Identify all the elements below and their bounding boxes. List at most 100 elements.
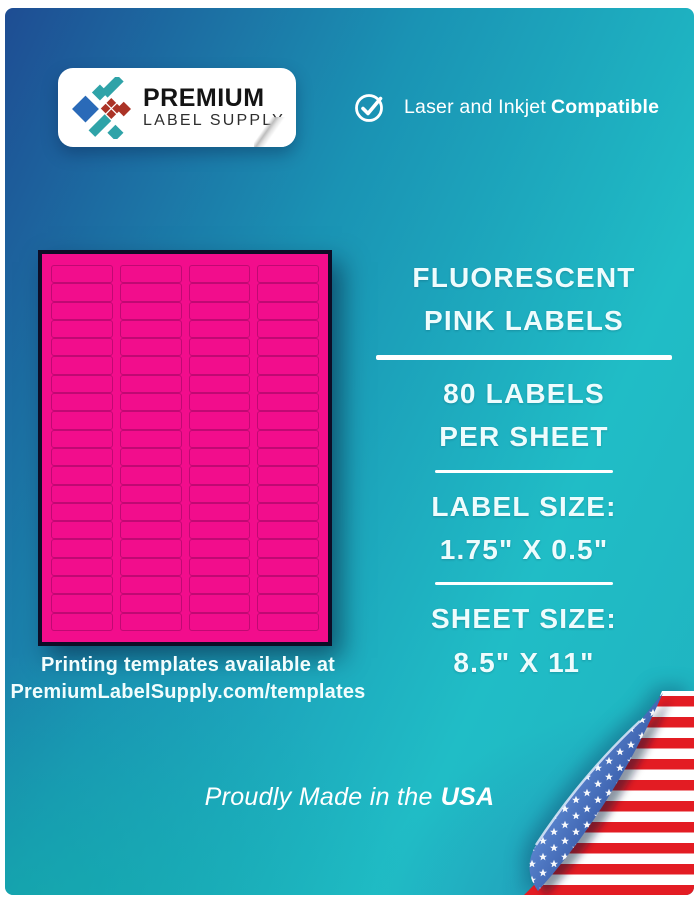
label-cell (257, 521, 319, 540)
label-cell (119, 594, 182, 613)
label-cell (119, 411, 182, 430)
label-cell (257, 484, 319, 503)
label-size-heading: LABEL SIZE: (431, 490, 617, 522)
label-cell (51, 594, 113, 613)
label-cell (257, 265, 319, 284)
label-cell (51, 447, 113, 467)
label-cell (51, 356, 113, 375)
label-cell (51, 521, 113, 540)
label-cell (257, 466, 319, 485)
label-cell (119, 521, 182, 540)
label-cell (188, 265, 251, 284)
label-cell (119, 393, 182, 412)
label-cell (51, 338, 113, 357)
brand-subtitle: LABEL SUPPLY (143, 112, 286, 130)
sheet-size-value: 8.5" X 11" (453, 646, 595, 678)
label-cell (51, 557, 113, 577)
label-cell (257, 576, 319, 595)
label-cell (257, 338, 319, 357)
label-cell (188, 319, 251, 339)
brand-name: PREMIUM (143, 83, 265, 112)
divider (376, 354, 672, 360)
label-cell (257, 539, 319, 558)
label-count-line-2: PER SHEET (439, 421, 609, 453)
label-cell (188, 301, 251, 320)
title-line-1: FLUORESCENT (412, 262, 636, 293)
label-cell (119, 319, 182, 339)
label-cell (119, 283, 182, 302)
label-cell (119, 576, 182, 595)
label-cell (119, 338, 182, 357)
label-size-value: 1.75" X 0.5" (439, 533, 609, 565)
label-cell (51, 393, 113, 412)
label-cell (51, 374, 113, 394)
label-cell (257, 594, 319, 613)
compatibility-bold: Compatible (550, 95, 660, 118)
footer-usa: USA (440, 783, 495, 811)
label-cell (257, 557, 319, 577)
label-cell (188, 356, 251, 375)
label-cell (119, 484, 182, 503)
sheet-size-heading: SHEET SIZE: (431, 603, 617, 635)
label-sheet-grid (51, 265, 319, 631)
check-circle-icon (355, 94, 383, 122)
label-cell (188, 429, 251, 448)
made-in-usa-text: Proudly Made in the USA (5, 783, 694, 812)
title-line-2: PINK LABELS (424, 305, 624, 337)
label-cell (257, 283, 319, 302)
label-cell (51, 319, 113, 339)
footer-prefix: Proudly Made in the (204, 783, 433, 811)
label-cell (257, 374, 319, 394)
label-cell (188, 521, 251, 540)
label-cell (119, 265, 182, 284)
label-cell (119, 301, 182, 320)
brand-logo-text: PREMIUM LABEL SUPPLY (143, 85, 285, 130)
label-cell (51, 576, 113, 595)
label-count-line-1: 80 LABELS (443, 377, 605, 409)
label-cell (119, 466, 182, 485)
label-cell (188, 338, 251, 357)
templates-note: Printing templates available at PremiumL… (8, 652, 368, 706)
label-cell (51, 301, 113, 320)
label-cell (188, 539, 251, 558)
label-cell (188, 502, 251, 522)
label-cell (51, 502, 113, 522)
label-cell (257, 447, 319, 467)
brand-logo-card: PREMIUM LABEL SUPPLY (58, 68, 296, 147)
compatibility-text: Laser and Inkjet Compatible (404, 96, 659, 119)
product-specs: FLUORESCENT PINK LABELS 80 LABELS PER SH… (373, 256, 675, 684)
label-cell (51, 283, 113, 302)
templates-note-line-2: PremiumLabelSupply.com/templates (10, 681, 366, 703)
label-cell (188, 283, 251, 302)
label-cell (257, 429, 319, 448)
label-cell (257, 502, 319, 522)
label-cell (188, 557, 251, 577)
gradient-background: PREMIUM LABEL SUPPLY Laser and Inkjet Com… (5, 8, 694, 895)
label-cell (51, 411, 113, 430)
label-cell (119, 612, 182, 631)
label-cell (257, 301, 319, 320)
label-cell (188, 484, 251, 503)
label-cell (119, 539, 182, 558)
label-cell (119, 356, 182, 375)
label-cell (257, 319, 319, 339)
label-cell (188, 411, 251, 430)
label-cell (51, 539, 113, 558)
label-cell (188, 466, 251, 485)
label-cell (51, 484, 113, 503)
label-cell (51, 429, 113, 448)
compatibility-banner: Laser and Inkjet Compatible (353, 90, 659, 124)
label-cell (51, 466, 113, 485)
label-cell (51, 612, 113, 631)
label-cell (257, 356, 319, 375)
label-cell (119, 557, 182, 577)
label-cell (257, 612, 319, 631)
label-cell (188, 576, 251, 595)
label-cell (188, 374, 251, 394)
label-cell (119, 502, 182, 522)
divider (435, 582, 613, 586)
compatibility-regular: Laser and Inkjet (404, 95, 546, 118)
label-cell (188, 594, 251, 613)
usa-flag-page-curl-icon (524, 691, 694, 895)
label-cell (188, 447, 251, 467)
